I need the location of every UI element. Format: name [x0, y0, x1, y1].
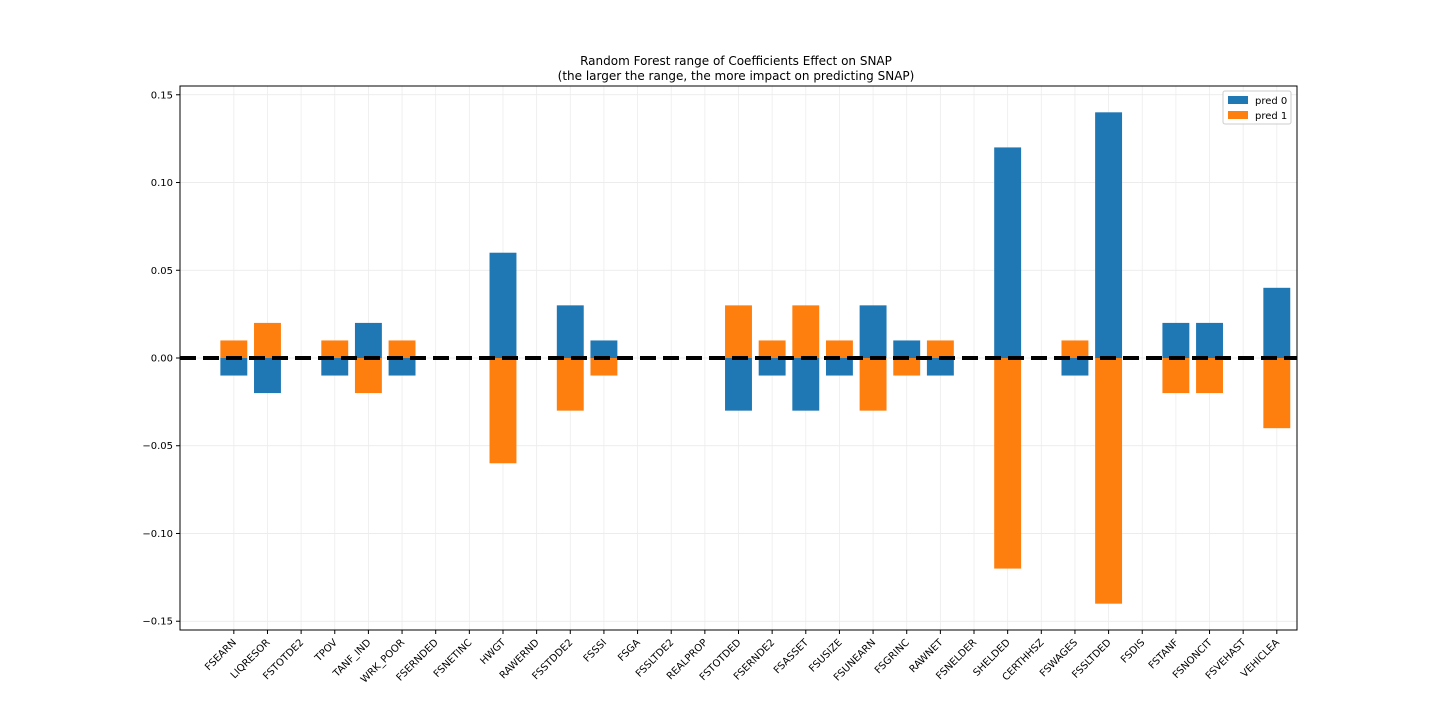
- bar-series0-fssltded: [1095, 112, 1123, 359]
- legend: pred 0 pred 1: [1222, 90, 1292, 125]
- bar-series0-fsnoncit: [1196, 322, 1223, 358]
- bar-series0-fsusize: [825, 358, 853, 376]
- bar-series0-fsgrinc: [893, 340, 921, 358]
- bar-series1-fsunearn: [859, 358, 887, 411]
- bar-series0-fsernde2: [758, 358, 786, 376]
- bar-series1-fstotded: [725, 305, 752, 358]
- bar-series0-tpov: [321, 358, 349, 376]
- bar-series1-shelded: [994, 358, 1022, 569]
- y-tick-label-0: 0.15: [151, 90, 173, 101]
- bar-series1-fsusize: [825, 340, 853, 358]
- bar-series1-fssltded: [1095, 358, 1123, 604]
- bar-series0-tanf_ind: [354, 322, 382, 358]
- bar-series1-liqresor: [254, 322, 281, 358]
- bar-series1-hwgt: [489, 358, 517, 464]
- legend-label-0: pred 0: [1255, 96, 1287, 107]
- bar-series0-shelded: [994, 147, 1022, 358]
- y-tick-label-1: 0.10: [151, 178, 173, 189]
- legend-swatch-1: [1228, 111, 1248, 119]
- bar-series1-fsgrinc: [893, 358, 921, 376]
- x-tick-label-fsgrinc: FSGRINC: [873, 637, 912, 676]
- bar-series0-fswages: [1061, 358, 1089, 376]
- bar-series1-fswages: [1061, 340, 1089, 358]
- bar-series1-tpov: [321, 340, 349, 358]
- bar-series1-tanf_ind: [354, 358, 382, 394]
- bar-series0-vehiclea: [1263, 287, 1291, 358]
- chart-title-line-1: Random Forest range of Coefficients Effe…: [580, 54, 892, 68]
- bar-series0-fsearn: [220, 358, 248, 376]
- y-tick-label-5: −0.10: [142, 529, 173, 540]
- bar-series1-rawnet: [926, 340, 954, 358]
- legend-swatch-0: [1228, 96, 1248, 104]
- bar-series1-fstanf: [1162, 358, 1190, 394]
- bar-series1-wrk_poor: [388, 340, 416, 358]
- bar-series0-fstotded: [725, 358, 752, 411]
- bar-series0-rawnet: [926, 358, 954, 376]
- x-tick-label-tpov: TPOV: [313, 637, 340, 664]
- bar-series0-liqresor: [254, 358, 281, 394]
- x-tick-label-fsdis: FSDIS: [1119, 637, 1147, 665]
- bar-series0-wrk_poor: [388, 358, 416, 376]
- legend-label-1: pred 1: [1255, 111, 1287, 122]
- bars: [220, 112, 1291, 604]
- y-tick-label-3: 0.00: [151, 354, 173, 365]
- bar-series1-fsssi: [590, 358, 618, 376]
- bar-series0-fsunearn: [859, 305, 887, 358]
- bar-series0-fstanf: [1162, 322, 1190, 358]
- y-tick-label-2: 0.05: [151, 266, 173, 277]
- bar-series1-vehiclea: [1263, 358, 1291, 429]
- bar-series1-fsernde2: [758, 340, 786, 358]
- bar-series0-hwgt: [489, 252, 517, 358]
- bar-series1-fsnoncit: [1196, 358, 1223, 394]
- y-axis: 0.15 0.10 0.05 0.00 −0.05 −0.10 −0.15: [142, 90, 180, 628]
- bar-series1-fsearn: [220, 340, 248, 358]
- x-tick-label-fsasset: FSASSET: [772, 637, 812, 677]
- y-tick-label-6: −0.15: [142, 617, 173, 628]
- bar-series0-fsssi: [590, 340, 618, 358]
- x-tick-label-fsga: FSGA: [616, 637, 643, 664]
- bar-series1-fsstdde2: [556, 358, 584, 411]
- chart-title-line-2: (the larger the range, the more impact o…: [558, 69, 915, 83]
- y-tick-label-4: −0.05: [142, 441, 173, 452]
- bar-series1-fsasset: [792, 305, 820, 358]
- x-tick-label-fsssi: FSSSI: [582, 637, 609, 664]
- bar-series0-fsasset: [792, 358, 820, 411]
- bar-series0-fsstdde2: [556, 305, 584, 358]
- x-tick-label-fstanf: FSTANF: [1147, 637, 1181, 671]
- x-tick-label-hwgt: HWGT: [478, 637, 508, 667]
